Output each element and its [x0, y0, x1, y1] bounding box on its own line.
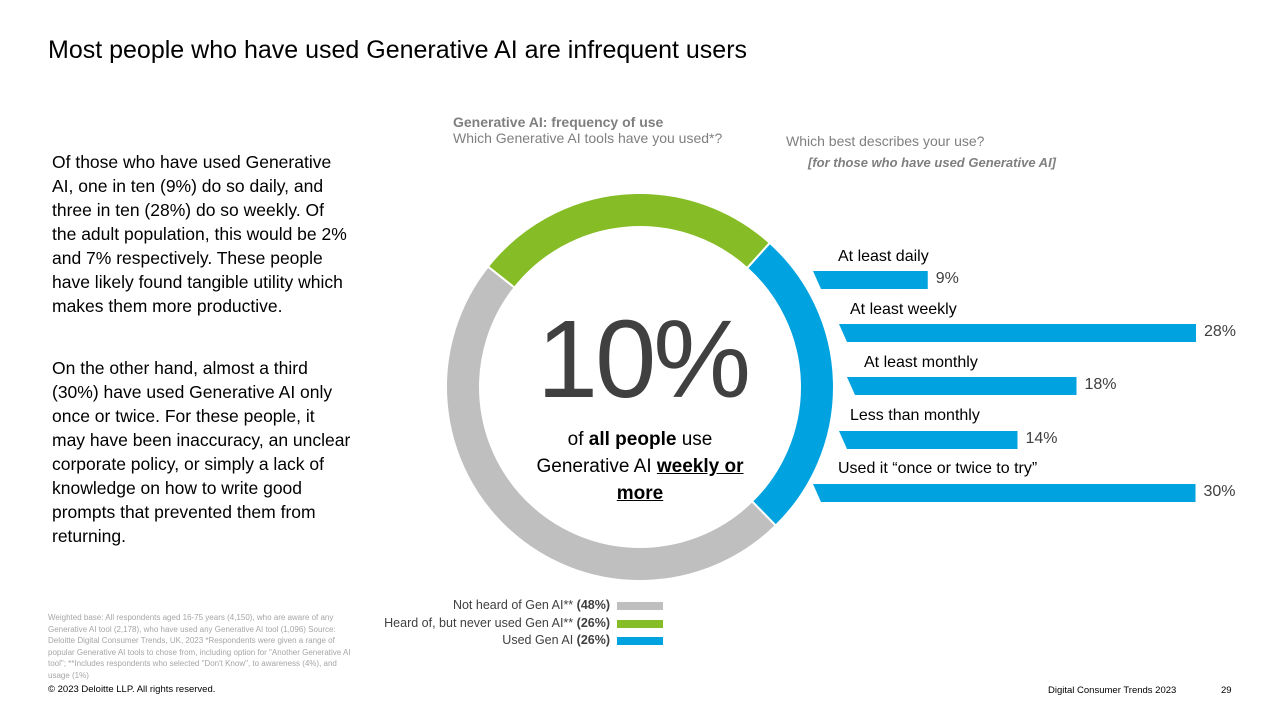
bar — [813, 271, 928, 289]
bar-chart — [813, 271, 1196, 502]
body-paragraph-1: Of those who have used Generative AI, on… — [52, 152, 347, 316]
copyright: © 2023 Deloitte LLP. All rights reserved… — [48, 684, 216, 695]
legend-swatch — [617, 620, 663, 628]
caption-pre: of — [567, 429, 589, 450]
legend-label: Heard of, but never used Gen AI** (26%) — [384, 616, 610, 630]
legend-swatch — [617, 637, 663, 645]
bar-category-label: Used it “once or twice to try” — [838, 460, 1038, 477]
legend-item: Used Gen AI (26%) — [330, 633, 665, 649]
bar — [839, 324, 1196, 342]
legend-item: Not heard of Gen AI** (48%) — [330, 598, 665, 614]
bar-chart-title: Which best describes your use? — [786, 133, 985, 149]
donut-chart-header: Generative AI: frequency of use Which Ge… — [453, 114, 722, 146]
donut-chart — [445, 192, 835, 583]
legend-item: Heard of, but never used Gen AI** (26%) — [330, 616, 665, 632]
legend-label: Used Gen AI (26%) — [502, 633, 610, 647]
donut-chart-subtitle: Which Generative AI tools have you used*… — [453, 130, 723, 146]
bar-category-label: At least monthly — [864, 354, 978, 371]
bar-category-label: At least weekly — [850, 301, 957, 318]
bar-value-label: 28% — [1204, 323, 1237, 340]
bar-value-label: 18% — [1084, 376, 1117, 393]
donut-slice — [486, 192, 772, 290]
donut-center-value: 10% — [536, 298, 751, 421]
page-number: 29 — [1221, 685, 1232, 696]
donut-slice — [445, 265, 778, 583]
donut-chart-title: Generative AI: frequency of use — [453, 114, 664, 130]
bar — [813, 484, 1196, 502]
footnote: Weighted base: All respondents aged 16-7… — [48, 613, 351, 680]
footer-title: Digital Consumer Trends 2023 — [1048, 685, 1177, 696]
bar-value-label: 14% — [1025, 430, 1058, 447]
caption-mid: use Generative AI — [536, 429, 713, 477]
legend-label: Not heard of Gen AI** (48%) — [452, 598, 610, 612]
bar-value-label: 9% — [935, 270, 959, 287]
caption-underlined: weekly or more — [616, 456, 744, 504]
caption-bold: all people — [588, 429, 677, 450]
bar-value-label: 30% — [1203, 483, 1236, 500]
donut-center-caption: of all people use Generative AI weekly o… — [520, 426, 760, 507]
bar — [839, 431, 1018, 449]
bar — [847, 377, 1077, 395]
body-paragraph-2: On the other hand, almost a third (30%) … — [52, 358, 351, 546]
bar-category-label: At least daily — [838, 248, 929, 265]
bar-chart-subtitle: [for those who have used Generative AI] — [808, 155, 1057, 170]
page-title: Most people who have used Generative AI … — [48, 36, 748, 64]
bar-category-label: Less than monthly — [850, 407, 980, 424]
legend-swatch — [617, 602, 663, 610]
